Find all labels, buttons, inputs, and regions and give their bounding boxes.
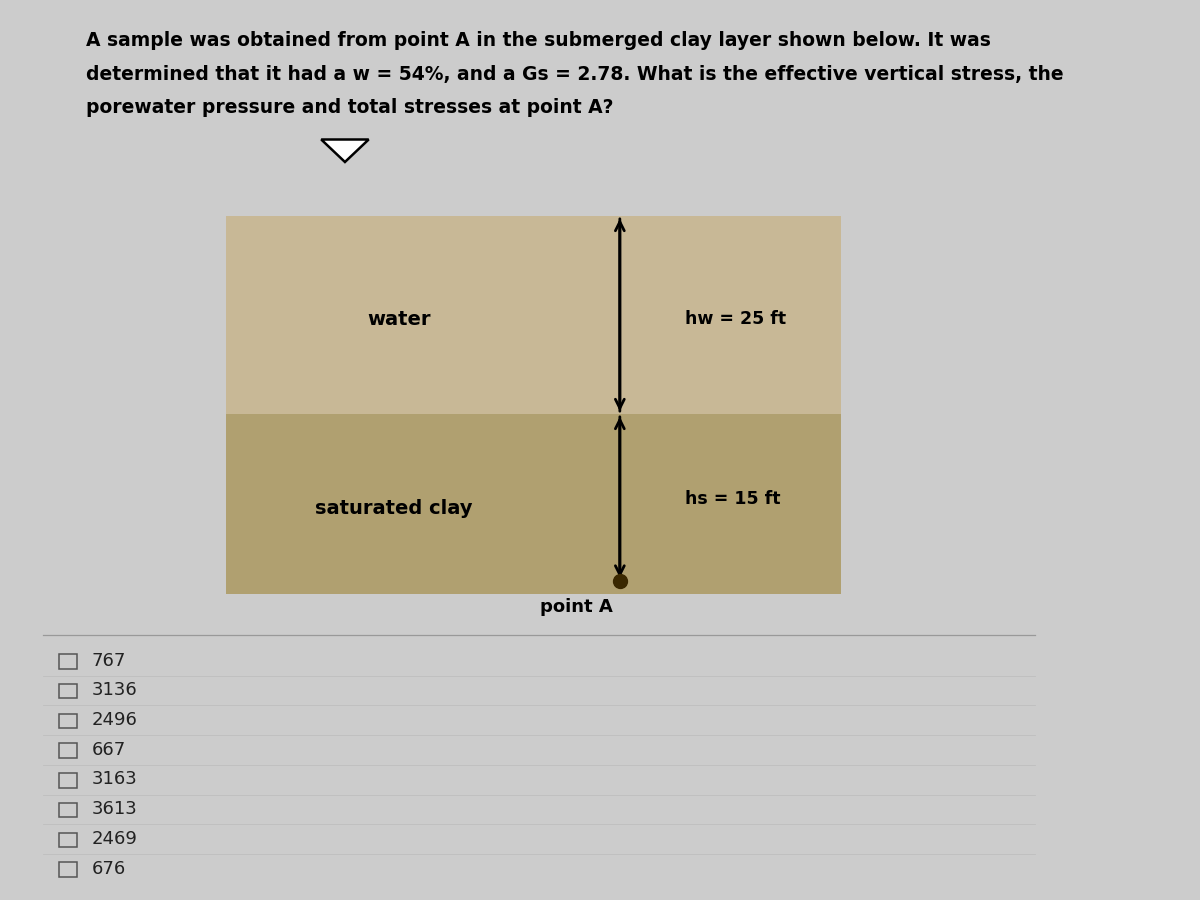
Text: 667: 667: [91, 741, 126, 759]
Text: 2496: 2496: [91, 711, 138, 729]
Bar: [59, 803, 77, 817]
Polygon shape: [322, 140, 368, 162]
Text: A sample was obtained from point A in the submerged clay layer shown below. It w: A sample was obtained from point A in th…: [86, 32, 991, 50]
Bar: [59, 832, 77, 847]
Text: hs = 15 ft: hs = 15 ft: [684, 491, 780, 508]
Text: point A: point A: [540, 598, 613, 616]
Text: determined that it had a w = 54%, and a Gs = 2.78. What is the effective vertica: determined that it had a w = 54%, and a …: [86, 65, 1064, 84]
Text: 676: 676: [91, 860, 126, 878]
Bar: [59, 743, 77, 758]
Text: porewater pressure and total stresses at point A?: porewater pressure and total stresses at…: [86, 98, 613, 117]
Text: water: water: [367, 310, 431, 329]
Bar: [59, 654, 77, 669]
Bar: [227, 414, 841, 594]
Bar: [59, 684, 77, 698]
Text: 3163: 3163: [91, 770, 137, 788]
Text: 767: 767: [91, 652, 126, 670]
Bar: [59, 714, 77, 728]
Text: 3136: 3136: [91, 681, 137, 699]
Bar: [59, 773, 77, 788]
Text: hw = 25 ft: hw = 25 ft: [684, 310, 786, 328]
Text: 2469: 2469: [91, 830, 138, 848]
Text: 3613: 3613: [91, 800, 137, 818]
Bar: [227, 216, 841, 414]
Bar: [59, 862, 77, 877]
Text: saturated clay: saturated clay: [314, 499, 473, 518]
